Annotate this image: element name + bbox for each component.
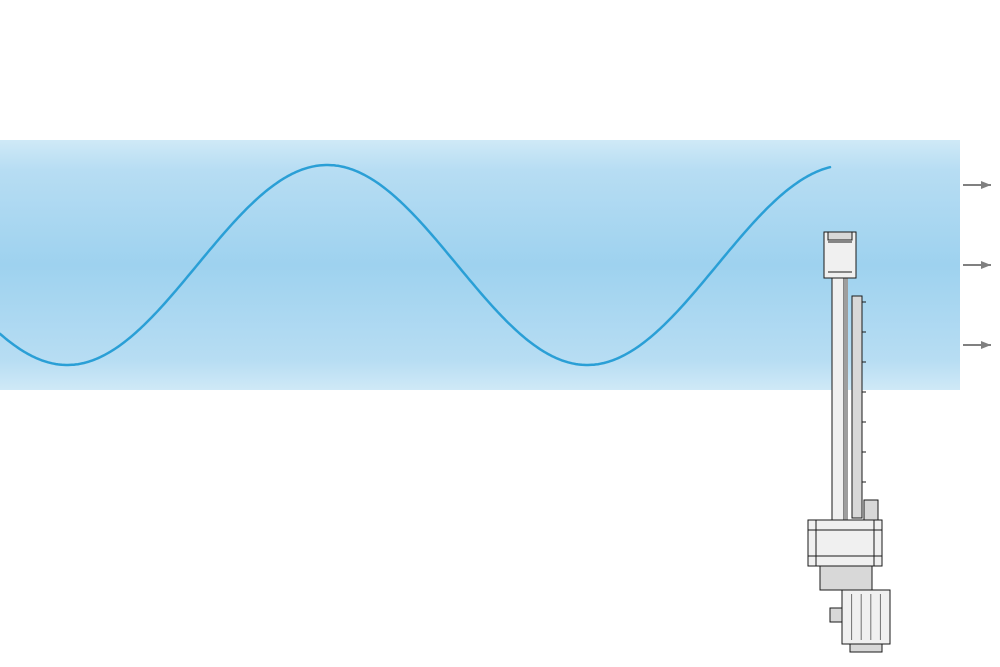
actuator-motor [842, 590, 890, 644]
actuator-rod-shadow [844, 278, 848, 520]
actuator-motor-cap [850, 644, 882, 652]
actuator-top-notch [828, 232, 852, 240]
actuator-housing [808, 520, 882, 566]
actuator-rail [852, 296, 862, 518]
diagram-svg [0, 0, 1000, 667]
actuator-connector [830, 608, 842, 622]
flow-arrows [963, 185, 991, 345]
actuator-rod [832, 278, 844, 520]
flow-band [0, 140, 960, 390]
diagram-stage [0, 0, 1000, 667]
actuator-housing-lower [820, 566, 872, 590]
